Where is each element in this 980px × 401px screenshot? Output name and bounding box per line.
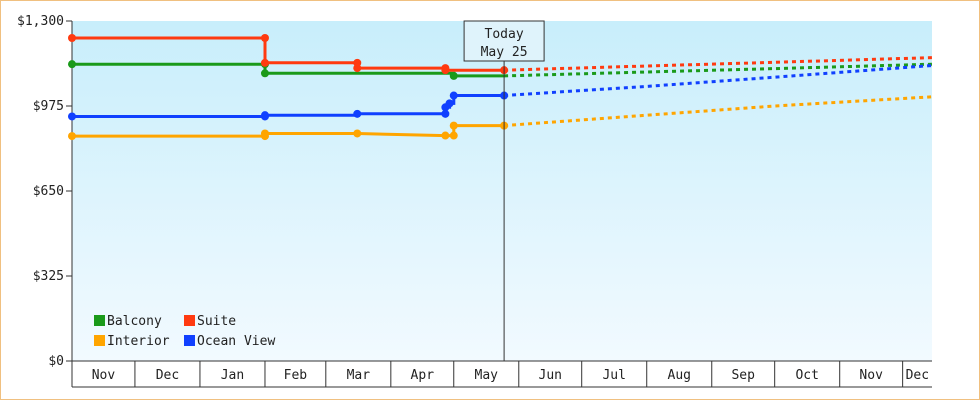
- series-suite: [68, 34, 933, 75]
- data-point[interactable]: [449, 121, 458, 130]
- data-point[interactable]: [260, 58, 269, 67]
- y-tick-label: $325: [33, 269, 64, 284]
- x-tick-label: Oct: [795, 368, 818, 383]
- data-point[interactable]: [445, 99, 454, 108]
- x-tick-label: Apr: [411, 368, 435, 383]
- x-axis: Nov Dec Jan Feb Mar Apr May Jun Jul Aug Sep Oct Nov D…: [71, 360, 932, 388]
- x-tick-label: Nov: [859, 368, 883, 383]
- x-tick-label: Jan: [221, 368, 244, 383]
- legend-swatch: [94, 335, 105, 346]
- data-point[interactable]: [449, 91, 458, 100]
- legend-label: Balcony: [107, 314, 162, 329]
- x-tick-label: Jun: [539, 368, 562, 383]
- data-point[interactable]: [441, 66, 450, 75]
- today-label-line2: May 25: [481, 45, 528, 60]
- x-tick-label: Nov: [92, 368, 116, 383]
- data-point[interactable]: [68, 60, 76, 69]
- today-label-line1: Today: [485, 27, 524, 42]
- data-point[interactable]: [260, 34, 269, 42]
- data-point[interactable]: [260, 69, 269, 78]
- today-label-box: [463, 20, 545, 62]
- x-tick-label: Feb: [284, 368, 308, 383]
- series-ocean-view: [68, 64, 933, 121]
- legend-swatch: [184, 335, 195, 346]
- y-axis: $0 $325 $650 $975 $1,300: [17, 14, 73, 369]
- data-point[interactable]: [441, 131, 450, 140]
- legend-label: Interior: [107, 334, 170, 349]
- x-tick-label: May: [475, 368, 499, 383]
- x-tick-label: Aug: [668, 368, 691, 383]
- legend-swatch: [184, 315, 195, 326]
- y-tick-label: $650: [33, 184, 64, 199]
- y-tick-label: $1,300: [17, 14, 64, 29]
- legend-item-ocean-view[interactable]: Ocean View: [184, 334, 275, 349]
- legend-item-balcony[interactable]: Balcony: [94, 314, 162, 329]
- x-tick-label: Dec: [906, 368, 929, 383]
- data-point[interactable]: [449, 131, 458, 140]
- y-tick-label: $0: [48, 354, 64, 369]
- data-point[interactable]: [441, 109, 450, 118]
- series-layer: [68, 34, 933, 141]
- plot-area: [72, 21, 932, 361]
- data-point[interactable]: [68, 112, 76, 121]
- legend-item-suite[interactable]: Suite: [184, 314, 236, 329]
- legend-swatch: [94, 315, 105, 326]
- legend: Balcony Suite Interior Ocean View: [94, 314, 275, 349]
- legend-label: Suite: [197, 314, 236, 329]
- x-tick-label: Dec: [156, 368, 179, 383]
- data-point[interactable]: [353, 109, 362, 118]
- y-tick-label: $975: [33, 99, 64, 114]
- data-point[interactable]: [353, 64, 362, 73]
- data-point[interactable]: [68, 132, 76, 141]
- data-point[interactable]: [449, 71, 458, 80]
- data-point[interactable]: [260, 111, 269, 120]
- legend-label: Ocean View: [197, 334, 275, 349]
- legend-item-interior[interactable]: Interior: [94, 334, 170, 349]
- x-tick-label: Sep: [731, 368, 755, 383]
- data-point[interactable]: [68, 34, 76, 42]
- series-interior: [68, 95, 933, 141]
- x-tick-label: Jul: [602, 368, 625, 383]
- data-point[interactable]: [353, 129, 362, 138]
- x-tick-label: Mar: [347, 368, 371, 383]
- data-point[interactable]: [260, 129, 269, 138]
- series-history-line: [72, 62, 505, 78]
- today-marker: Today May 25: [463, 20, 545, 361]
